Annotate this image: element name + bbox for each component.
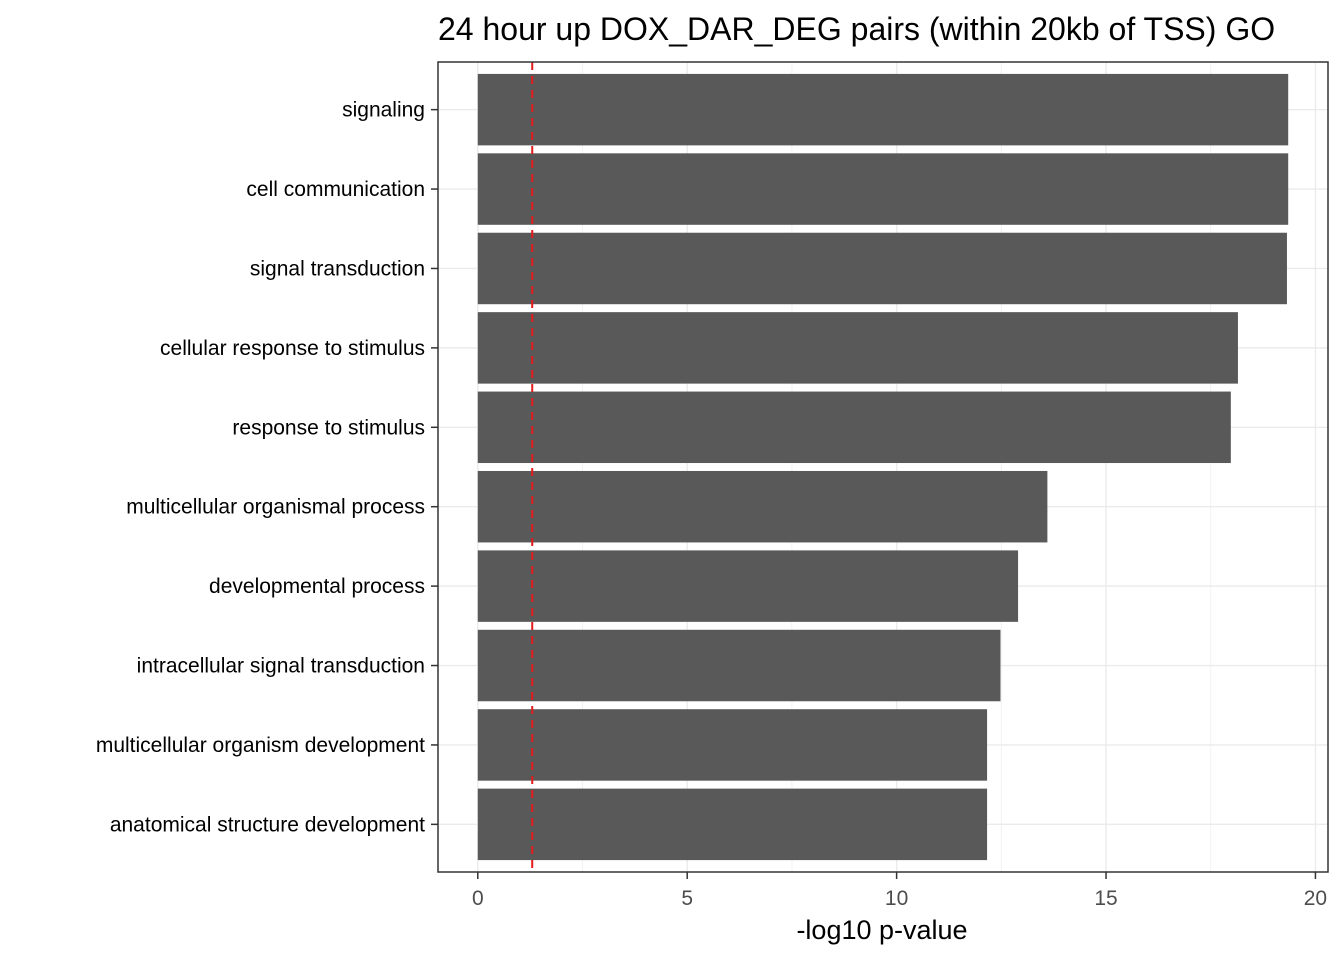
plot-area: signaling cell communication signal transd…	[96, 61, 1329, 910]
y-tick-label: cell communication	[246, 178, 425, 201]
bar	[477, 312, 1238, 384]
y-tick-label: signaling	[342, 99, 425, 122]
x-tick-label: 20	[1304, 887, 1327, 910]
x-tick-label: 10	[885, 887, 908, 910]
bar	[477, 709, 988, 781]
x-tick-label: 15	[1094, 887, 1117, 910]
bar	[477, 629, 1001, 702]
y-tick-label: intracellular signal transduction	[137, 655, 425, 678]
bar	[477, 470, 1048, 543]
bar	[477, 73, 1289, 146]
y-tick-label: anatomical structure development	[110, 813, 425, 836]
bar	[477, 788, 988, 861]
bar	[477, 550, 1019, 622]
bar	[477, 232, 1287, 305]
y-tick-label: response to stimulus	[232, 416, 425, 439]
x-tick-label: 0	[472, 887, 484, 910]
bar	[477, 153, 1289, 225]
y-tick-label: multicellular organism development	[96, 734, 425, 757]
chart-title: 24 hour up DOX_DAR_DEG pairs (within 20k…	[438, 11, 1275, 47]
y-tick-label: signal transduction	[250, 257, 425, 280]
y-tick-label: developmental process	[209, 575, 425, 598]
y-tick-label: cellular response to stimulus	[160, 337, 425, 360]
bar	[477, 391, 1231, 464]
plot-border	[437, 61, 1329, 873]
x-tick-label: 5	[681, 887, 693, 910]
y-tick-label: multicellular organismal process	[126, 496, 425, 519]
x-axis-title: -log10 p-value	[796, 915, 967, 945]
